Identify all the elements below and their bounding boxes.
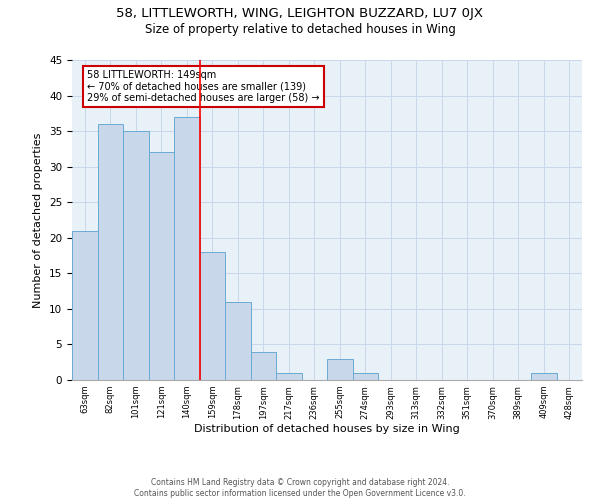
Bar — [174, 117, 199, 380]
Bar — [123, 131, 149, 380]
Text: 58, LITTLEWORTH, WING, LEIGHTON BUZZARD, LU7 0JX: 58, LITTLEWORTH, WING, LEIGHTON BUZZARD,… — [116, 8, 484, 20]
Bar — [276, 373, 302, 380]
Bar — [531, 373, 557, 380]
Bar — [353, 373, 378, 380]
Text: Size of property relative to detached houses in Wing: Size of property relative to detached ho… — [145, 22, 455, 36]
Bar — [327, 358, 353, 380]
Bar — [199, 252, 225, 380]
Bar — [251, 352, 276, 380]
Bar — [225, 302, 251, 380]
Bar — [97, 124, 123, 380]
X-axis label: Distribution of detached houses by size in Wing: Distribution of detached houses by size … — [194, 424, 460, 434]
Text: 58 LITTLEWORTH: 149sqm
← 70% of detached houses are smaller (139)
29% of semi-de: 58 LITTLEWORTH: 149sqm ← 70% of detached… — [88, 70, 320, 103]
Y-axis label: Number of detached properties: Number of detached properties — [34, 132, 43, 308]
Bar — [72, 230, 97, 380]
Bar — [149, 152, 174, 380]
Text: Contains HM Land Registry data © Crown copyright and database right 2024.
Contai: Contains HM Land Registry data © Crown c… — [134, 478, 466, 498]
